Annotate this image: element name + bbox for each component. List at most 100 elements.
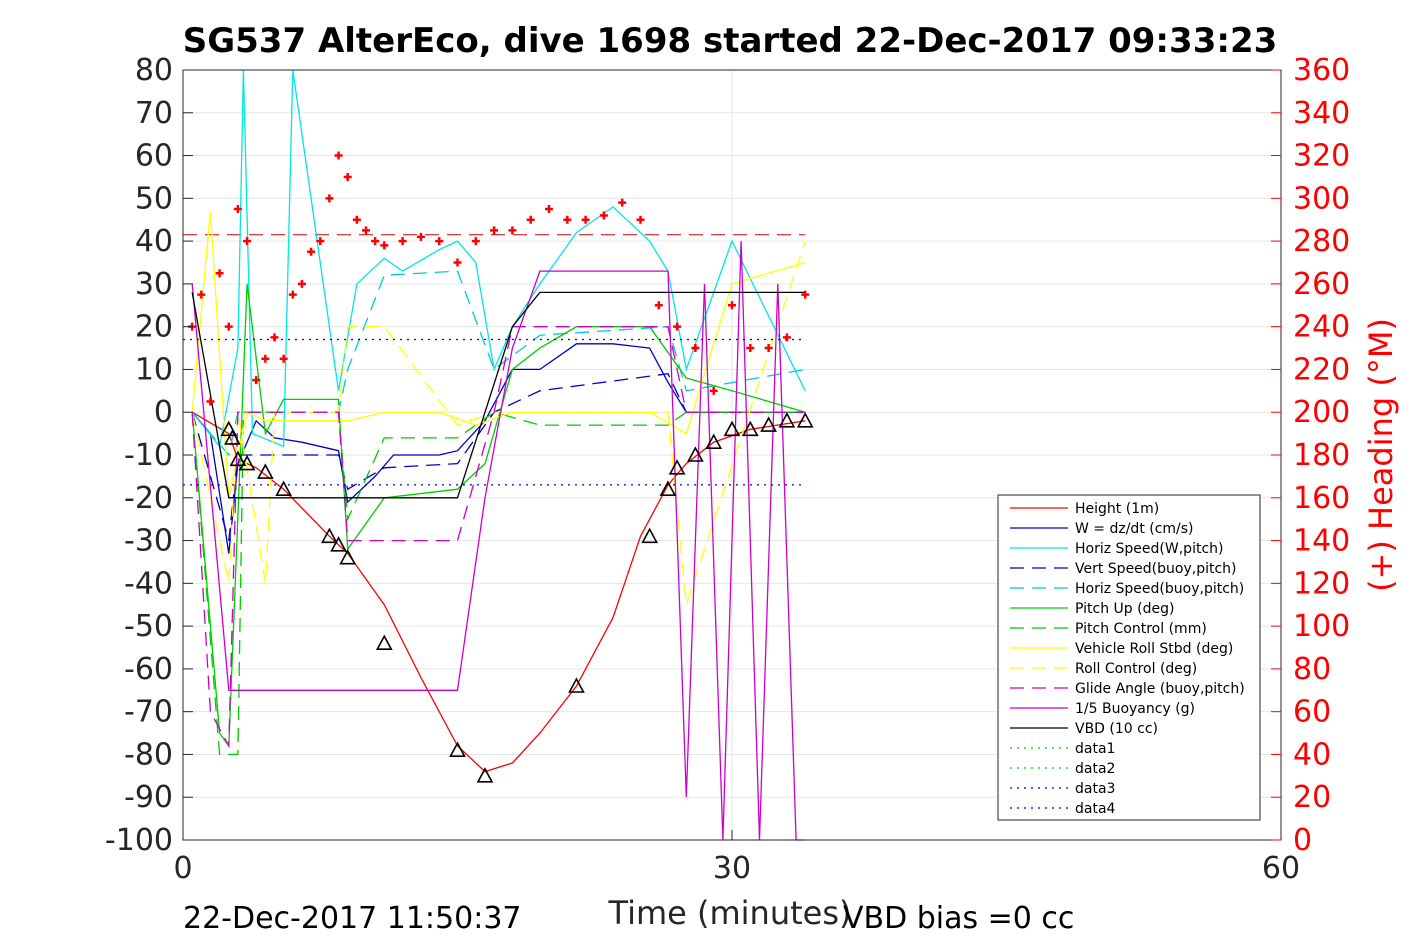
depth-point [375,634,393,651]
y2-tick-label: 360 [1293,53,1350,88]
legend-label-4: Horiz Speed(buoy,pitch) [1075,581,1244,597]
series-line-11 [191,291,806,499]
series-line-1 [191,343,806,554]
legend-label-11: VBD (10 cc) [1075,721,1158,737]
y2-tick-label: 180 [1293,438,1350,473]
legend-label-0: Height (1m) [1075,501,1159,517]
series-line-8 [191,240,806,605]
y2-tick-label: 160 [1293,481,1350,516]
heading-point [709,386,718,395]
depth-point [275,480,292,497]
legend: Height (1m) W = dz/dt (cm/s) Horiz Speed(W… [997,494,1261,821]
heading-point [728,301,736,310]
heading-point [279,354,288,363]
depth-point [224,429,241,445]
heading-point [316,237,325,246]
depth-point [796,412,814,428]
y2-tick-label: 80 [1293,652,1331,687]
heading-point [297,279,306,288]
heading-point [508,226,517,235]
heading-point [618,198,627,207]
heading-point [563,215,572,224]
heading-point [636,215,645,224]
y2-tick-label: 120 [1293,566,1350,601]
heading-point [581,215,590,224]
depth-point [339,548,357,565]
y2-tick-label: 0 [1293,823,1312,858]
y2-tick-label: 140 [1293,524,1350,559]
y2-tick-label: 40 [1293,737,1331,772]
depth-point [705,433,723,449]
legend-box [997,494,1261,821]
heading-point [764,344,773,353]
legend-label-9: Glide Angle (buoy,pitch) [1075,681,1245,697]
series-line-3 [191,372,806,541]
heading-point [224,322,233,331]
legend-label-15: data4 [1075,801,1116,817]
depth-point [778,412,796,428]
heading-point [453,258,462,267]
heading-point [252,376,261,385]
depth-point [687,446,704,462]
footer-timestamp: 22-Dec-2017 11:50:37 [183,901,522,936]
heading-point [673,322,682,331]
y2-tick-label: 300 [1293,181,1350,216]
depth-point [741,420,759,437]
heading-point [490,226,499,235]
depth-point [476,767,494,783]
legend-label-14: data3 [1075,781,1115,797]
heading-point [352,215,361,224]
heading-point [371,237,380,246]
y-tick-label: 70 [135,96,173,131]
heading-point [380,241,389,250]
y-tick-label: 50 [135,181,173,216]
heading-point [599,211,608,220]
x-tick-label: 30 [713,851,751,886]
series-line-9 [191,326,806,749]
series-line-2 [191,69,806,448]
y2-tick-label: 200 [1293,395,1350,430]
heading-point [435,237,444,246]
legend-label-1: W = dz/dt (cm/s) [1075,521,1194,537]
series-line-4 [191,270,806,457]
series-lines [183,69,806,841]
y-tick-label: 80 [135,53,173,88]
depth-point [760,416,777,432]
heading-point [691,344,700,353]
depth-point [238,454,256,471]
footer-vbd-bias: VBD bias =0 cc [843,901,1074,936]
y-tick-label: -40 [124,566,173,601]
x-axis-label: Time (minutes) [608,894,852,932]
legend-label-8: Roll Control (deg) [1075,661,1197,677]
y2-tick-label: 320 [1293,139,1350,174]
heading-point [362,226,370,235]
heading-point [261,354,270,363]
legend-label-7: Vehicle Roll Stbd (deg) [1075,641,1233,657]
legend-label-6: Pitch Control (mm) [1075,621,1207,637]
depth-point [321,527,338,544]
heading-point [307,247,316,256]
depth-point [257,463,274,479]
heading-point [398,237,407,246]
y-tick-label: -70 [124,695,173,730]
heading-point [206,397,215,406]
y2-tick-label: 280 [1293,224,1350,259]
heading-point [782,333,791,342]
y-tick-label: -20 [124,481,173,516]
legend-label-13: data2 [1075,761,1115,777]
y2-tick-label: 100 [1293,609,1350,644]
y-tick-label: -30 [124,524,173,559]
depth-point [220,420,238,437]
depth-point [641,527,658,544]
y2-tick-label: 20 [1293,780,1331,815]
y2-tick-label: 220 [1293,352,1350,387]
y-tick-label: -50 [124,609,173,644]
series-line-6 [191,411,806,756]
y-tick-label: -80 [124,737,173,772]
legend-label-2: Horiz Speed(W,pitch) [1075,541,1223,557]
depth-point [449,741,466,757]
y2-tick-label: 340 [1293,96,1350,131]
y2-tick-label: 240 [1293,310,1350,345]
legend-label-3: Vert Speed(buoy,pitch) [1075,561,1237,577]
heading-point [746,344,755,353]
